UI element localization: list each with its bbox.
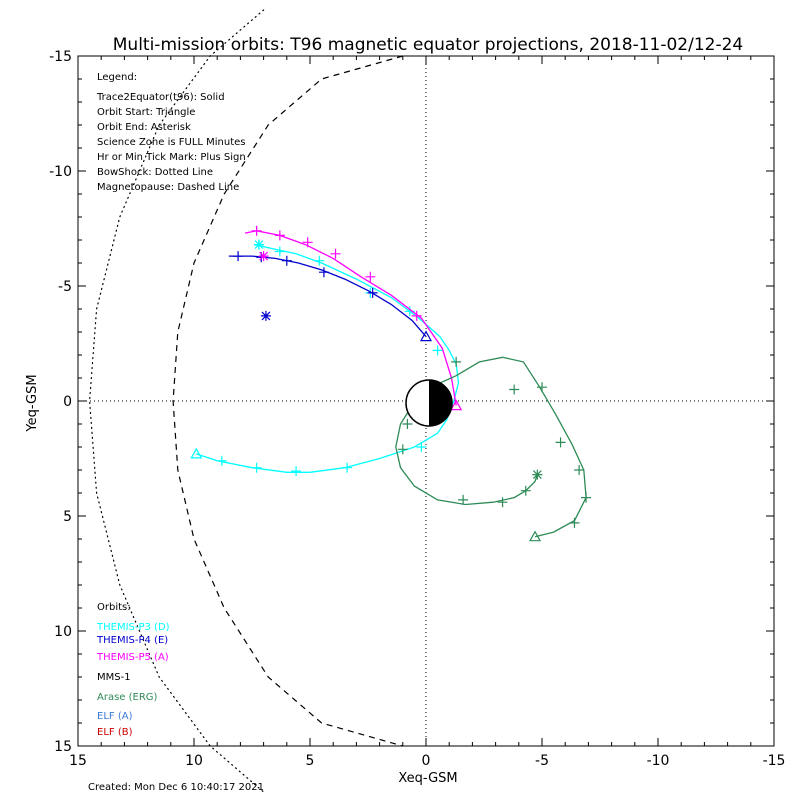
tick-mark <box>233 251 244 262</box>
tick-mark <box>216 455 227 466</box>
tick-mark <box>397 444 408 455</box>
orbits-legend-item: THEMIS-P5 (A) <box>96 652 169 663</box>
legend-line: Orbit End: Asterisk <box>97 122 191 133</box>
tick-mark <box>569 517 580 528</box>
orbit-start-triangle <box>529 530 542 542</box>
tick-mark <box>432 345 443 356</box>
tick-mark <box>251 225 262 236</box>
y-tick-label: 10 <box>54 624 72 640</box>
legend-line: Magnetopause: Dashed Line <box>97 182 239 193</box>
tick-mark <box>416 442 427 452</box>
tick-mark <box>509 384 520 395</box>
orbit-end-asterisk <box>258 251 269 262</box>
y-tick-label: -5 <box>58 279 72 295</box>
boundaries <box>88 9 403 793</box>
orbits-legend: Orbits: THEMIS-P3 (D) THEMIS-P4 (E) THEM… <box>96 602 170 738</box>
tick-mark <box>274 246 285 257</box>
tick-mark <box>314 255 325 266</box>
created-timestamp: Created: Mon Dec 6 10:40:17 2021 <box>88 782 264 793</box>
tick-mark <box>251 462 262 473</box>
orbit-end-asterisk <box>532 469 543 480</box>
axis-ticks: 15 10 5 0 -5 -10 -15 -15 -10 -5 0 5 10 15 <box>49 49 785 769</box>
x-tick-label: 5 <box>306 753 315 769</box>
orbits-legend-item: ELF (A) <box>97 711 133 722</box>
legend-line: BowShock: Dotted Line <box>97 167 213 178</box>
tick-mark <box>367 287 378 298</box>
y-tick-label: 0 <box>63 394 72 410</box>
legend-line: Science Zone is FULL Minutes <box>97 137 246 148</box>
orbit-start-triangle <box>450 399 463 411</box>
tick-mark <box>537 382 547 393</box>
tick-mark <box>581 492 592 503</box>
tick-mark <box>458 494 469 505</box>
orbits-legend-item: MMS-1 <box>97 672 131 683</box>
orbit-themis-p5-a <box>244 225 463 411</box>
tick-mark <box>402 419 413 429</box>
tick-mark <box>451 356 462 367</box>
earth-nightside <box>429 380 452 426</box>
x-tick-label: 15 <box>69 753 87 769</box>
x-tick-label: 10 <box>185 753 203 769</box>
legend-line: Orbit Start: Triangle <box>97 107 195 118</box>
orbits-legend-item: ELF (B) <box>97 727 133 738</box>
legend-line: Hr or Min Tick Mark: Plus Sign <box>97 152 246 163</box>
tick-mark <box>291 466 302 477</box>
y-tick-label: 5 <box>63 509 72 525</box>
tick-mark <box>302 237 313 248</box>
y-tick-label: 15 <box>54 739 72 755</box>
tick-mark <box>497 497 508 508</box>
y-tick-label: -10 <box>49 164 72 180</box>
orbit-series <box>190 225 592 542</box>
tick-mark <box>411 310 422 321</box>
chart-title: Multi-mission orbits: T96 magnetic equat… <box>113 35 744 55</box>
tick-mark <box>365 271 376 282</box>
tick-mark <box>274 230 285 241</box>
legend-title: Legend: <box>97 72 137 83</box>
x-tick-label: -10 <box>647 753 670 769</box>
orbit-start-triangle <box>190 447 203 459</box>
orbits-legend-item: THEMIS-P4 (E) <box>96 635 168 646</box>
y-tick-label: -15 <box>49 49 72 65</box>
tick-mark <box>318 267 329 278</box>
y-axis-label: Yeq-GSM <box>25 374 40 432</box>
orbit-start-triangle <box>419 330 433 342</box>
orbits-legend-item: THEMIS-P3 (D) <box>96 622 170 633</box>
tick-mark <box>330 248 341 259</box>
orbit-end-asterisk <box>260 310 271 321</box>
x-tick-label: -5 <box>535 753 549 769</box>
orbits-legend-title: Orbits: <box>97 602 131 613</box>
tick-mark <box>555 437 566 448</box>
orbit-end-asterisk <box>253 239 264 250</box>
x-axis-label: Xeq-GSM <box>398 771 457 786</box>
legend: Legend: Trace2Equator(t96): Solid Orbit … <box>96 72 246 193</box>
x-tick-label: 0 <box>422 753 431 769</box>
magnetopause-line <box>172 55 403 747</box>
orbit-path <box>196 243 460 473</box>
x-tick-label: -15 <box>763 753 786 769</box>
legend-line: Trace2Equator(t96): Solid <box>96 92 225 103</box>
tick-mark <box>520 485 531 496</box>
orbits-legend-item: Arase (ERG) <box>97 692 158 703</box>
tick-mark <box>574 465 585 475</box>
tick-mark <box>281 255 292 266</box>
tick-mark <box>342 462 353 473</box>
orbit-path <box>244 230 457 406</box>
earth <box>405 379 453 427</box>
